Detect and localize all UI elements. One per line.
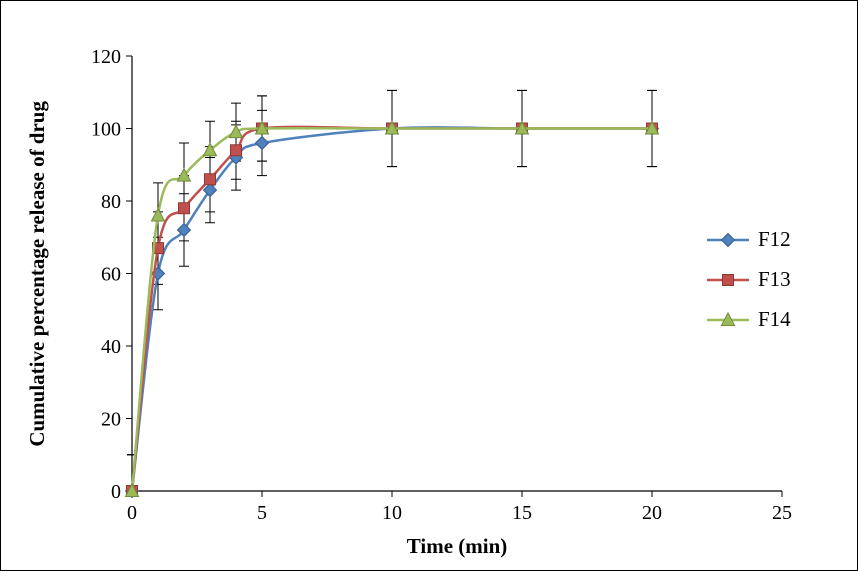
triangle-marker: [720, 311, 736, 326]
x-tick-label: 20: [642, 502, 662, 524]
x-tick-label: 25: [772, 502, 792, 524]
y-tick-label: 100: [91, 119, 121, 141]
x-axis-title: Time (min): [406, 534, 508, 558]
square-marker: [204, 173, 216, 186]
legend-key-f12: [707, 232, 749, 247]
triangle-marker: [176, 167, 192, 182]
square-marker: [178, 202, 190, 215]
y-axis-title: Cumulative percentage release of drug: [15, 56, 59, 491]
triangle-marker: [514, 120, 530, 135]
triangle-marker: [384, 120, 400, 135]
triangle-marker: [150, 207, 166, 222]
legend-key-f14: [707, 311, 749, 326]
legend-label: F13: [758, 267, 791, 291]
legend-entry-f13: F13: [705, 267, 791, 292]
square-marker: [230, 144, 242, 157]
triangle-marker: [202, 142, 218, 157]
x-tick-label: 10: [382, 502, 402, 524]
triangle-marker: [124, 482, 140, 497]
legend-entry-f12: F12: [705, 227, 791, 252]
y-tick-label: 80: [101, 191, 121, 213]
square-marker: [722, 273, 734, 286]
legend-label: F12: [758, 227, 791, 251]
legend: F12 F13 F14: [705, 227, 791, 332]
y-tick-label: 20: [101, 409, 121, 431]
diamond-marker: [202, 182, 218, 198]
triangle-marker: [228, 124, 244, 139]
y-tick-label: 120: [91, 46, 121, 68]
legend-entry-f14: F14: [705, 307, 791, 332]
y-tick-label: 60: [101, 264, 121, 286]
y-tick-label: 0: [111, 481, 121, 503]
x-tick-label: 0: [127, 502, 137, 524]
diamond-marker: [176, 222, 192, 238]
legend-key-f13: [707, 273, 749, 286]
y-tick-label: 40: [101, 336, 121, 358]
x-tick-label: 15: [512, 502, 532, 524]
diamond-marker: [254, 135, 270, 151]
triangle-marker: [644, 120, 660, 135]
x-tick-label: 5: [257, 502, 267, 524]
diamond-marker: [720, 232, 736, 247]
triangle-marker: [254, 120, 270, 135]
y-axis-title-text: Cumulative percentage release of drug: [24, 100, 49, 447]
legend-label: F14: [758, 307, 791, 331]
square-marker: [152, 242, 164, 255]
axis-lines: [131, 56, 782, 492]
